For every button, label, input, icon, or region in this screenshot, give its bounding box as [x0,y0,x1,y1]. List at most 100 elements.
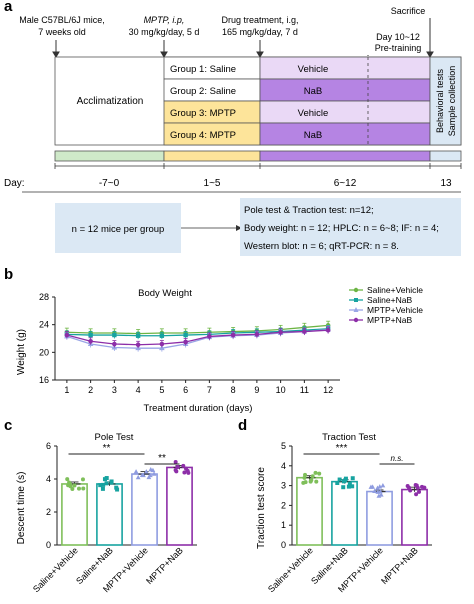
body-weight-title: Body Weight [138,288,192,299]
data-point [347,481,352,486]
data-point [303,472,308,477]
group-treatment: Vehicle [298,108,329,119]
data-point [135,333,141,338]
data-point [303,480,308,485]
x-tick-label: 8 [231,385,236,395]
timeline-bar-mptp [163,150,261,162]
y-tick-label: 5 [281,441,286,451]
category-label: Saline+Vehicle [266,545,315,594]
data-point [335,480,340,485]
data-point [230,332,236,338]
timeline-bar-drug [259,150,431,162]
data-point [135,342,141,348]
y-tick-label: 2 [46,507,51,517]
series-line [66,328,329,337]
y-tick-label: 24 [39,320,49,330]
assay-line1: Pole test & Traction test: n=12; [244,205,374,216]
group-treatment-cell [259,122,431,146]
group-rows: Group 1: Saline Vehicle Group 2: Saline NaB… [163,56,431,146]
group-treatment-cell [259,56,431,80]
data-point [278,329,283,335]
day-range-4: 13 [440,178,452,189]
data-point [186,470,191,475]
y-tick-label: 0 [46,540,51,550]
bar [296,476,323,546]
timeline-panel: Male C57BL/6J mice, 7 weeks old MPTP, i.… [4,6,462,256]
panel-label-b: b [4,266,13,283]
data-point [313,470,318,475]
data-point [317,471,322,476]
data-point [101,482,106,487]
y-tick-label: 1 [281,520,286,530]
bar [96,483,123,546]
data-point [183,332,188,338]
data-point [80,477,85,482]
data-point [173,460,178,465]
significance-label: ** [103,443,111,454]
y-tick-label: 6 [46,441,51,451]
x-tick-label: 9 [254,385,259,395]
data-point [375,489,381,494]
category-label: MPTP+NaB [379,545,420,586]
bar [131,473,158,546]
assay-line3: Western blot: n = 6; qRT-PCR: n = 8. [244,241,399,252]
bar [401,488,428,546]
traction-test-chart: Traction Test Traction test score 0 1 2 3 4 5… [256,432,432,594]
x-tick-label: 11 [300,385,309,395]
data-point [146,474,152,480]
acclimatization-label: Acclimatization [77,96,144,107]
data-point [350,484,355,489]
x-tick-label: 10 [276,385,286,395]
data-point [133,469,139,474]
data-point [325,327,331,333]
group-treatment: NaB [304,86,322,97]
data-point [159,333,165,338]
data-point [112,332,117,338]
data-point [151,471,157,476]
data-point [64,332,70,338]
data-point [159,345,165,351]
data-point [183,339,188,345]
data-point [104,481,109,486]
data-point [182,470,187,475]
x-tick-label: 3 [112,385,117,395]
data-point [346,484,351,489]
x-tick-label: 7 [207,385,212,395]
data-point [414,492,419,497]
significance-label: ** [158,453,166,464]
group-label: Group 4: MPTP [170,130,236,141]
y-tick-label: 16 [39,375,49,385]
data-point [302,475,307,480]
bar [331,480,358,546]
data-point [148,466,154,472]
data-point [417,489,422,494]
mptp-info-line2: 30 mg/kg/day, 5 d [129,27,200,37]
series-line [66,329,329,346]
day-range-2: 1~5 [204,178,221,189]
x-tick-label: 6 [183,385,188,395]
pole-test-title: Pole Test [95,432,134,443]
legend-marker [353,287,359,293]
data-point [375,485,380,490]
timeline-arrows [52,18,434,58]
data-point [422,485,427,490]
group-treatment-cell [259,78,431,102]
group-label: Group 1: Saline [170,64,236,75]
data-point [405,483,410,488]
timeline-bar-acclimatization [54,150,165,162]
x-tick-label: 2 [88,385,93,395]
group-treatment-cell [259,100,431,124]
data-point [139,472,145,478]
drug-info-line2: 165 mg/kg/day, 7 d [222,27,298,37]
day-range-3: 6~12 [334,178,357,189]
data-point [309,478,314,483]
data-point [102,477,107,482]
legend-marker [353,317,359,323]
day-title: Day: [4,178,25,189]
data-point [314,479,319,484]
assay-box [240,198,461,256]
panel-label-d: d [238,417,247,434]
pretraining-line2: Pre-training [375,43,422,53]
legend-marker [353,307,359,312]
